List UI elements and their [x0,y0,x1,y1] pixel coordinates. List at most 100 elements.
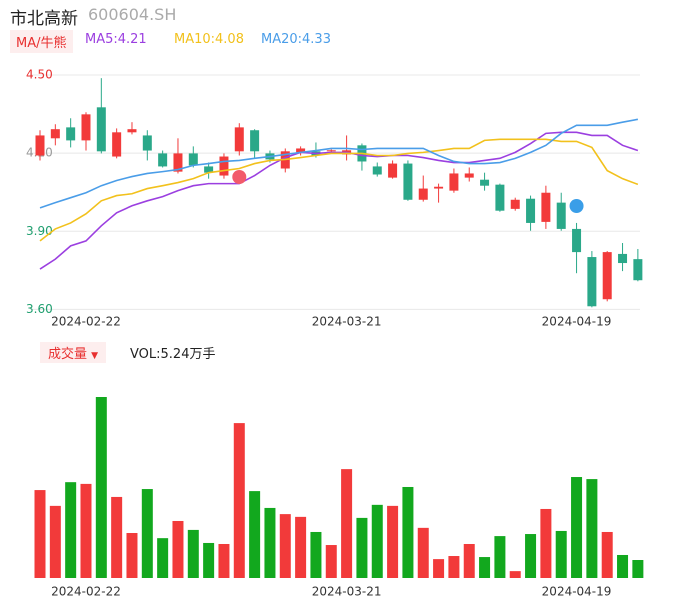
volume-bar [586,479,598,578]
candle-body [556,202,566,229]
candle-body [449,173,459,191]
candle-body [50,129,60,139]
x-tick-label: 2024-02-22 [51,585,121,599]
volume-bar [387,505,399,578]
candle-body [234,127,244,152]
candle-body [326,150,336,152]
signal-icon [232,170,247,184]
candle-body [142,135,152,151]
dropdown-icon: ▼ [91,351,99,361]
volume-bar [448,556,460,578]
candle-body [127,129,137,133]
candle-body [434,186,444,189]
volume-bar [218,543,230,578]
volume-bar [540,508,552,578]
x-tick-label: 2024-04-19 [542,585,612,599]
candle-body [35,135,45,156]
y-tick-label: 3.60 [26,302,53,316]
volume-bar [111,496,123,578]
y-tick-label: 4.50 [26,68,53,82]
x-tick-label: 2024-03-21 [312,585,382,599]
candle-body [403,163,413,200]
candle-body [572,228,582,253]
volume-bar [494,536,506,578]
candle-body [96,107,106,152]
candle-body [296,148,306,153]
volume-bar [249,491,261,578]
volume-bar [295,516,307,578]
volume-tab[interactable]: 成交量 ▼ [40,342,107,363]
volume-bar [417,527,429,578]
volume-bar [279,514,291,578]
candle-body [587,257,597,307]
candle-body [173,153,183,172]
candle-body [219,156,229,176]
volume-bar [601,531,613,578]
ma-tab[interactable]: MA/牛熊 [10,30,73,53]
candle-body [480,179,490,186]
candle-body [541,192,551,222]
volume-bar [141,489,153,578]
volume-bar [509,571,521,578]
candle-body [418,188,428,200]
volume-bar [264,507,276,578]
volume-bar [463,543,475,578]
volume-bar [617,554,629,578]
y-tick-label: 3.90 [26,224,53,238]
volume-bar [325,545,337,578]
candle-body [510,199,520,209]
volume-bar [34,490,46,578]
volume-bar [479,557,491,578]
volume-bar [433,559,445,578]
stock-name: 市北高新 [10,9,78,29]
signal-icon [569,199,584,213]
volume-bar [402,486,414,578]
volume-bar [80,483,92,578]
volume-bar [555,530,567,578]
candle-body [602,252,612,300]
candle-body [250,130,260,152]
x-tick-label: 2024-02-22 [51,315,121,329]
x-tick-label: 2024-03-21 [312,315,382,329]
volume-bar [356,517,368,578]
volume-bar [157,538,169,578]
ma10-legend: MA10:4.08 [174,32,244,47]
candle-body [81,114,91,141]
volume-bar [341,469,353,578]
volume-bar [65,482,77,578]
volume-bar [310,531,322,578]
ma20-legend: MA20:4.33 [261,32,331,47]
volume-bar [172,520,184,578]
candle-body [464,173,474,178]
candle-body [618,253,628,264]
ma5-legend: MA5:4.21 [85,32,147,47]
candle-body [495,184,505,211]
volume-bar [126,533,138,578]
candle-body [66,127,76,141]
ma-line [39,118,639,209]
volume-bar [571,477,583,578]
candle-body [112,132,122,157]
candle-body [388,163,398,178]
volume-title: 成交量 [48,347,88,362]
volume-bar [95,397,107,578]
x-tick-label: 2024-04-19 [542,315,612,329]
volume-bar [203,542,215,578]
volume-legend: VOL:5.24万手 [130,347,216,362]
volume-bar [233,423,245,578]
volume-bar [525,534,537,578]
candle-body [188,153,198,166]
volume-bar [49,505,61,578]
ma-line [39,131,639,270]
stock-code: 600604.SH [88,5,177,24]
volume-bar [632,560,644,578]
volume-bar [187,529,199,578]
candle-body [204,166,214,173]
candle-body [633,259,643,281]
candle-body [372,166,382,175]
candle-body [158,153,168,167]
ma-line [39,138,639,242]
candle-body [526,198,536,223]
